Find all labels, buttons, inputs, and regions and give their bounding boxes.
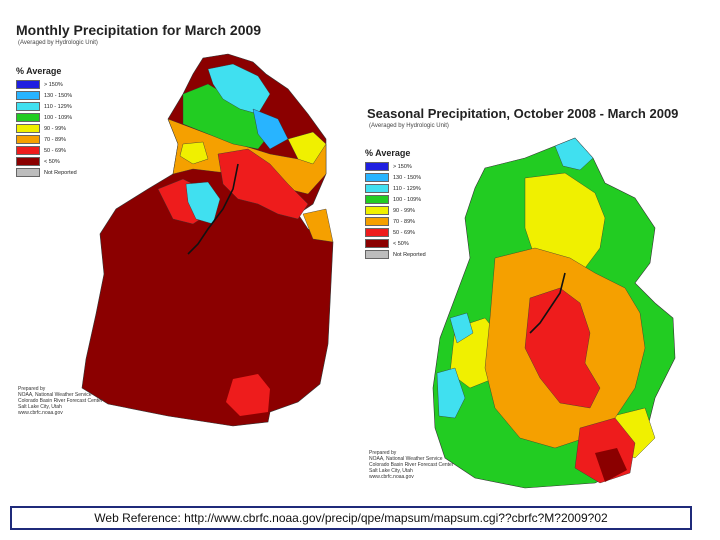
monthly-legend-row: 100 - 109% <box>16 112 77 123</box>
monthly-legend-row: 130 - 150% <box>16 90 77 101</box>
monthly-subtitle: (Averaged by Hydrologic Unit) <box>18 40 98 46</box>
seasonal-credit-line: Salt Lake City, Utah <box>369 468 413 474</box>
seasonal-legend-swatch <box>365 162 389 171</box>
monthly-credit-line: Colorado Basin River Forecast Center <box>18 398 103 404</box>
seasonal-legend-label: 70 - 89% <box>393 218 416 225</box>
monthly-legend-swatch <box>16 80 40 89</box>
monthly-legend-swatch <box>16 91 40 100</box>
monthly-map-panel: Monthly Precipitation for March 2009 (Av… <box>8 14 353 434</box>
monthly-credit-line: www.cbrfc.noaa.gov <box>18 410 63 416</box>
seasonal-legend-label: < 50% <box>393 240 409 247</box>
seasonal-credit-line: NOAA, National Weather Service <box>369 456 443 462</box>
seasonal-legend-row: 130 - 150% <box>365 172 426 183</box>
seasonal-title: Seasonal Precipitation, October 2008 - M… <box>367 106 679 121</box>
monthly-legend-label: 130 - 150% <box>44 92 73 99</box>
seasonal-legend-swatch <box>365 239 389 248</box>
web-reference-text: Web Reference: http://www.cbrfc.noaa.gov… <box>94 511 608 525</box>
web-reference-box: Web Reference: http://www.cbrfc.noaa.gov… <box>10 506 692 530</box>
seasonal-legend-label: 100 - 109% <box>393 196 422 203</box>
monthly-legend-label: 70 - 89% <box>44 136 67 143</box>
monthly-legend-swatch <box>16 168 40 177</box>
seasonal-credit-line: Colorado Basin River Forecast Center <box>369 462 454 468</box>
monthly-legend-row: 90 - 99% <box>16 123 77 134</box>
seasonal-legend-label: 110 - 129% <box>393 185 421 192</box>
monthly-legend-label: 100 - 109% <box>44 114 73 121</box>
seasonal-legend-swatch <box>365 206 389 215</box>
seasonal-legend-label: 90 - 99% <box>393 207 416 214</box>
monthly-credit-line: NOAA, National Weather Service <box>18 392 92 398</box>
seasonal-legend-swatch <box>365 250 389 259</box>
monthly-title: Monthly Precipitation for March 2009 <box>16 22 262 38</box>
monthly-legend-label: 90 - 99% <box>44 125 67 132</box>
seasonal-legend-label: 130 - 150% <box>393 174 422 181</box>
monthly-legend-row: < 50% <box>16 156 77 167</box>
monthly-legend-label: Not Reported <box>44 169 77 176</box>
monthly-legend-row: Not Reported <box>16 167 77 178</box>
monthly-legend-swatch <box>16 135 40 144</box>
seasonal-subtitle: (Averaged by Hydrologic Unit) <box>369 123 449 129</box>
seasonal-legend-row: < 50% <box>365 238 426 249</box>
seasonal-credit-line: Prepared by <box>369 450 397 456</box>
seasonal-legend-row: Not Reported <box>365 249 426 260</box>
monthly-legend-label: 110 - 129% <box>44 103 72 110</box>
monthly-legend-swatch <box>16 124 40 133</box>
monthly-legend-row: 110 - 129% <box>16 101 77 112</box>
seasonal-legend-label: Not Reported <box>393 251 426 258</box>
seasonal-legend-row: > 150% <box>365 161 426 172</box>
monthly-credit-line: Salt Lake City, Utah <box>18 404 62 410</box>
monthly-legend-swatch <box>16 102 40 111</box>
seasonal-legend-row: 70 - 89% <box>365 216 426 227</box>
seasonal-credit: Prepared by NOAA, National Weather Servic… <box>369 450 453 480</box>
monthly-legend-label: < 50% <box>44 158 60 165</box>
seasonal-legend-row: 90 - 99% <box>365 205 426 216</box>
monthly-legend-title: % Average <box>16 66 62 76</box>
seasonal-legend-swatch <box>365 217 389 226</box>
seasonal-legend-swatch <box>365 173 389 182</box>
seasonal-credit-line: www.cbrfc.noaa.gov <box>369 474 414 480</box>
seasonal-legend-row: 100 - 109% <box>365 194 426 205</box>
seasonal-legend-row: 110 - 129% <box>365 183 426 194</box>
seasonal-legend-row: 50 - 69% <box>365 227 426 238</box>
monthly-legend: > 150% 130 - 150% 110 - 129% 100 - 109% 90 -… <box>16 79 77 178</box>
monthly-legend-row: 50 - 69% <box>16 145 77 156</box>
seasonal-legend-label: > 150% <box>393 163 412 170</box>
monthly-credit: Prepared by NOAA, National Weather Servic… <box>18 386 102 416</box>
seasonal-legend-title: % Average <box>365 148 411 158</box>
monthly-legend-label: 50 - 69% <box>44 147 67 154</box>
monthly-legend-row: 70 - 89% <box>16 134 77 145</box>
seasonal-legend-label: 50 - 69% <box>393 229 416 236</box>
monthly-precip-map <box>81 53 334 427</box>
seasonal-legend-swatch <box>365 184 389 193</box>
monthly-legend-row: > 150% <box>16 79 77 90</box>
seasonal-map-panel: Seasonal Precipitation, October 2008 - M… <box>355 98 700 493</box>
monthly-legend-swatch <box>16 113 40 122</box>
seasonal-legend-swatch <box>365 228 389 237</box>
monthly-legend-swatch <box>16 157 40 166</box>
monthly-credit-line: Prepared by <box>18 386 46 392</box>
monthly-legend-swatch <box>16 146 40 155</box>
seasonal-legend: > 150% 130 - 150% 110 - 129% 100 - 109% 90 -… <box>365 161 426 260</box>
monthly-legend-label: > 150% <box>44 81 63 88</box>
seasonal-precip-map <box>432 137 676 489</box>
seasonal-legend-swatch <box>365 195 389 204</box>
